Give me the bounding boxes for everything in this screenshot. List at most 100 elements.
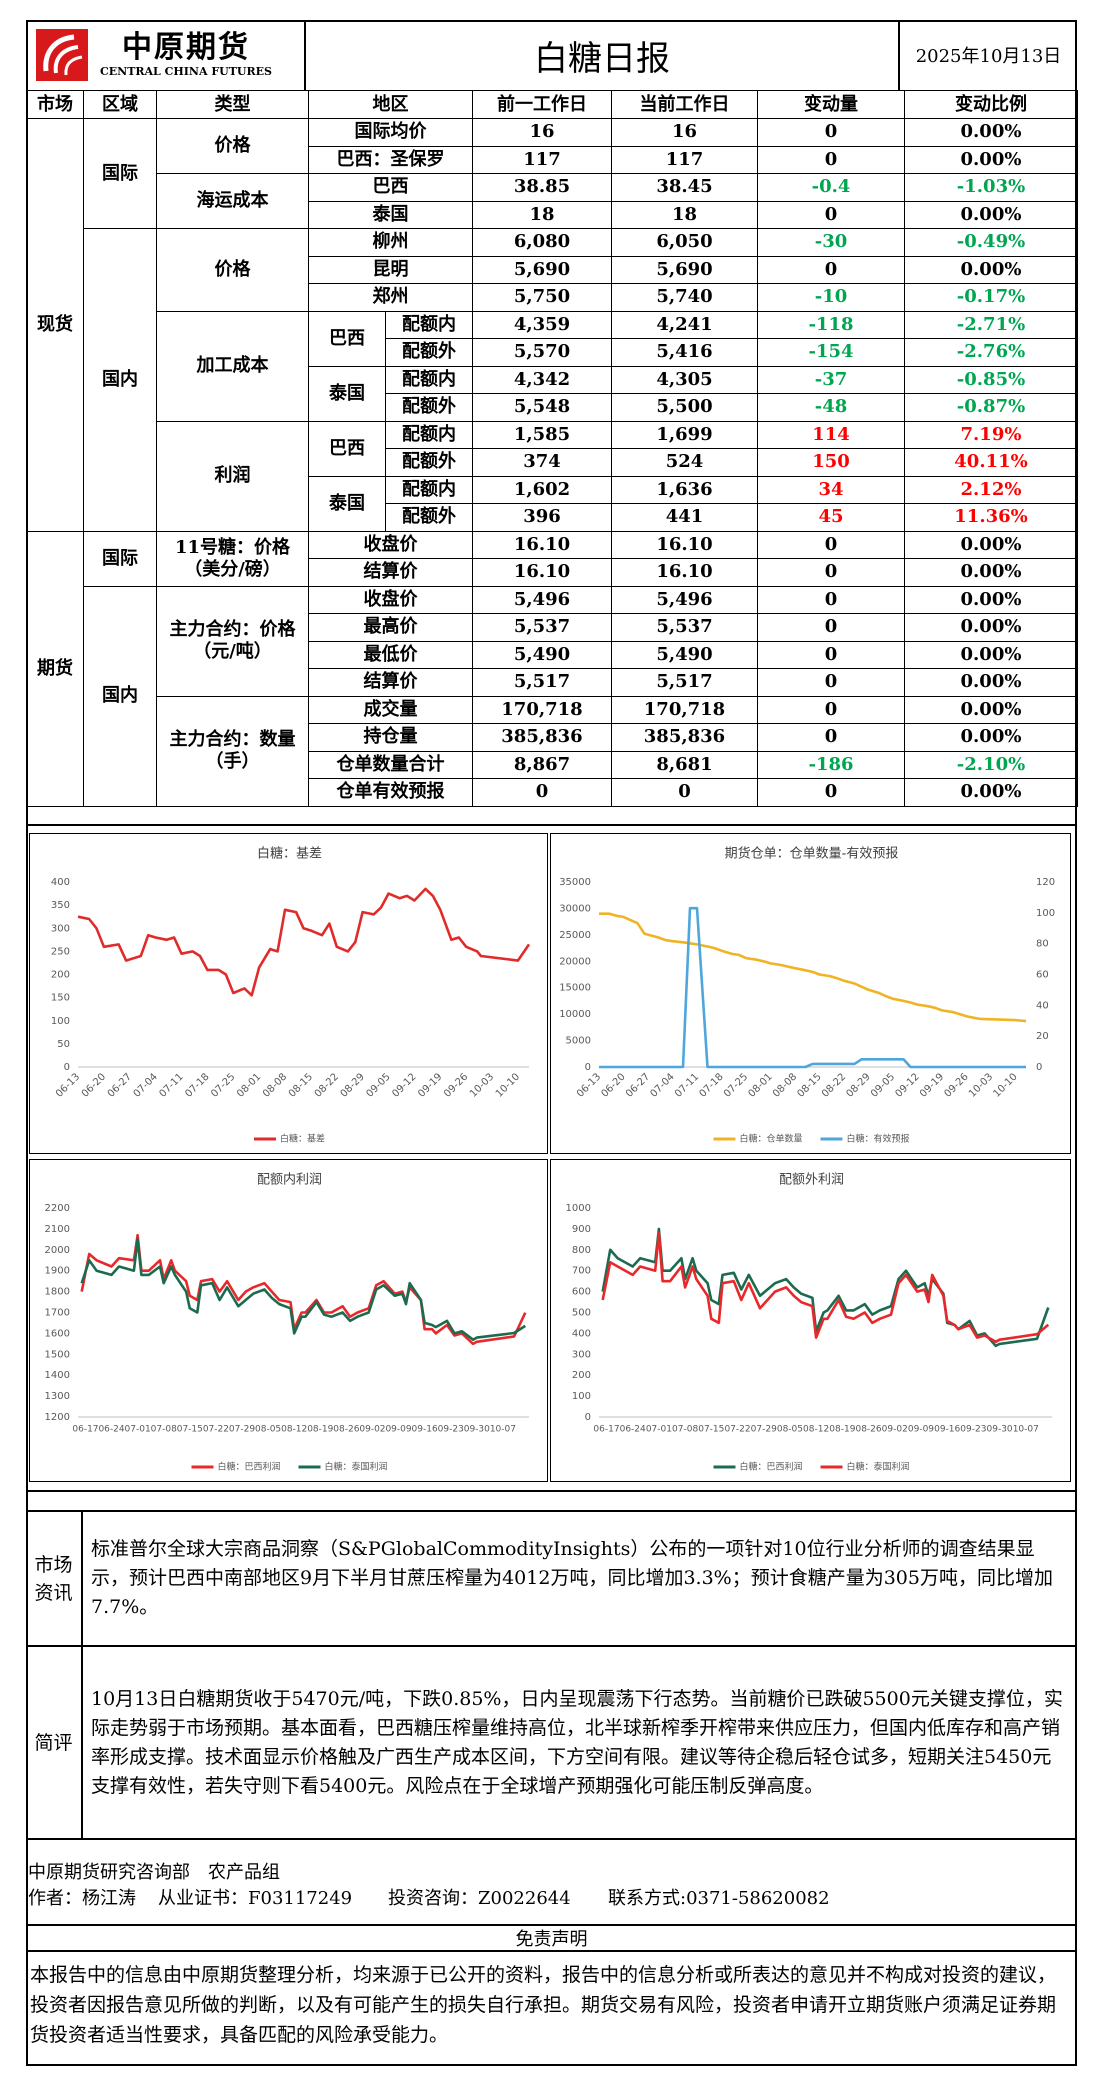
table-row: 国内 价格 柳州 6,080 6,050 -30 -0.49%: [27, 228, 1078, 532]
legend-label: 白糖：泰国利润: [847, 1461, 910, 1473]
table-row: 主力合约：数量（手） 成交量 170,718 170,718 0 0.00%: [27, 695, 1078, 807]
legend: 白糖：仓单数量 白糖：有效预报: [713, 1133, 910, 1145]
table-cell: 郑州: [308, 283, 473, 312]
chart-title: 白糖：基差: [257, 846, 322, 862]
table-cell: 34: [757, 475, 905, 504]
table-row: 利润 巴西 配额内 1,585 1,699 114 7.19%: [27, 420, 1078, 532]
table-cell: 配额内: [385, 310, 473, 339]
table-cell: 0.00%: [904, 585, 1078, 614]
table-cell: -48: [757, 393, 905, 422]
x-tick-label: 09-30: [987, 1425, 1013, 1435]
table-cell: 现货: [26, 118, 84, 532]
y2-tick-label: 0: [1036, 1062, 1042, 1073]
table-cell: 16.10: [611, 530, 758, 559]
table-cell: 成交量: [308, 695, 473, 724]
table-cell: 巴西: [308, 310, 386, 367]
report-frame: [26, 20, 1077, 2066]
x-tick-label: 08-22: [313, 1071, 341, 1099]
series-line: [77, 887, 531, 997]
table-row: 配额外 374 524 150 40.11%: [27, 448, 1078, 477]
table-cell: 巴西：圣保罗: [308, 145, 473, 174]
table-cell: 38.85: [472, 173, 612, 202]
x-tick-label: 09-02: [359, 1425, 385, 1435]
footer-dept: 中原期货研究咨询部 农产品组: [28, 1862, 280, 1883]
x-tick-label: 09-12: [893, 1071, 921, 1099]
x-tick-label: 07-08: [151, 1425, 177, 1435]
footer-certificate: 从业证书：F03117249: [158, 1888, 353, 1909]
table-cell: 1,602: [472, 475, 612, 504]
table-cell: 5,750: [472, 283, 612, 312]
table-cell: 0: [757, 145, 905, 174]
x-tick-label: 09-05: [364, 1071, 392, 1099]
x-tick-label: 06-17: [72, 1425, 98, 1435]
table-cell: -2.76%: [904, 338, 1078, 367]
table-row: 最高价 5,537 5,537 0 0.00%: [27, 613, 1078, 642]
chart-warehouse: 期货仓单：仓单数量-有效预报 0 5000 10000 15000 20000 25000 3…: [550, 833, 1071, 1154]
x-tick-label: 08-12: [803, 1425, 829, 1435]
table-row: 结算价 16.10 16.10 0 0.00%: [27, 558, 1078, 587]
x-tick-label: 08-01: [746, 1071, 774, 1099]
table-cell: 收盘价: [308, 530, 473, 559]
divider: [26, 1490, 1077, 1492]
table-cell: 7.19%: [904, 420, 1078, 449]
x-tick-label: 08-05: [777, 1425, 803, 1435]
x-tick-label: 09-30: [464, 1425, 490, 1435]
table-cell: 18: [611, 200, 758, 229]
table-row: 国内 主力合约：价格（元/吨） 收盘价 5,496 5,496 0 0.00%: [27, 585, 1078, 807]
logo-cn: 中原期货: [121, 30, 250, 65]
x-tick-label: 09-09: [908, 1425, 934, 1435]
table-cell: 5,570: [472, 338, 612, 367]
table-cell: 6,050: [611, 228, 758, 257]
x-tick-label: 07-25: [722, 1071, 750, 1099]
table-row: 昆明 5,690 5,690 0 0.00%: [27, 255, 1078, 284]
news-section: 市场资讯 标准普尔全球大宗商品洞察（S&PGlobalCommodityInsi…: [26, 1510, 1077, 1645]
y-tick-label: 0: [64, 1062, 70, 1073]
table-cell: 0: [757, 723, 905, 752]
table-cell: 4,305: [611, 365, 758, 394]
chart-quota-in-profit: 配额内利润 1200 1300 1400 1500 1600 1700 1800 1900 200…: [29, 1159, 548, 1482]
x-tick-label: 10-10: [991, 1071, 1019, 1099]
x-tick-label: 06-20: [599, 1071, 627, 1099]
table-cell: 主力合约：价格（元/吨）: [156, 585, 309, 697]
table-row: 配额外 396 441 45 11.36%: [27, 503, 1078, 532]
table-cell: -154: [757, 338, 905, 367]
y-tick-label: 200: [51, 970, 70, 981]
table-cell: -186: [757, 750, 905, 779]
x-tick-label: 07-18: [697, 1071, 725, 1099]
table-cell: 0: [611, 778, 758, 807]
x-tick-label: 08-29: [844, 1071, 872, 1099]
legend-label: 白糖：仓单数量: [739, 1133, 802, 1145]
y-tick-label: 0: [585, 1412, 591, 1423]
legend-label: 白糖：巴西利润: [217, 1461, 280, 1473]
y2-tick-label: 20: [1036, 1031, 1049, 1042]
table-cell: 泰国: [308, 475, 386, 532]
x-tick-label: 06-17: [593, 1425, 619, 1435]
y-tick-label: 1800: [45, 1287, 70, 1298]
report-date: 2025年10月13日: [915, 46, 1062, 67]
x-tick-label: 10-07: [490, 1425, 516, 1435]
x-tick-label: 06-24: [98, 1425, 124, 1435]
news-label: 市场资讯: [26, 1512, 83, 1645]
x-tick-label: 09-12: [390, 1071, 418, 1099]
footer: 中原期货研究咨询部 农产品组 作者：杨江涛 从业证书：F03117249 投资咨…: [26, 1838, 1077, 1924]
table-cell: 524: [611, 448, 758, 477]
y-tick-label: 1500: [45, 1349, 70, 1360]
x-tick-label: 09-19: [918, 1071, 946, 1099]
y-tick-label: 700: [572, 1266, 591, 1277]
legend-label: 白糖：泰国利润: [325, 1461, 388, 1473]
table-cell: 16: [611, 118, 758, 147]
table-cell: 0.00%: [904, 200, 1078, 229]
table-cell: 价格: [156, 228, 309, 312]
table-cell: 38.45: [611, 173, 758, 202]
table-row: 海运成本 巴西 38.85 38.45 -0.4 -1.03%: [27, 173, 1078, 229]
y-tick-label: 200: [572, 1370, 591, 1381]
y-tick-label: 1900: [45, 1266, 70, 1277]
table-cell: 1,699: [611, 420, 758, 449]
table-cell: 117: [472, 145, 612, 174]
y-tick-label: 15000: [559, 983, 591, 994]
y-tick-label: 500: [572, 1308, 591, 1319]
table-cell: -30: [757, 228, 905, 257]
table-cell: 0.00%: [904, 695, 1078, 724]
y2-tick-label: 40: [1036, 1000, 1049, 1011]
table-cell: 396: [472, 503, 612, 532]
